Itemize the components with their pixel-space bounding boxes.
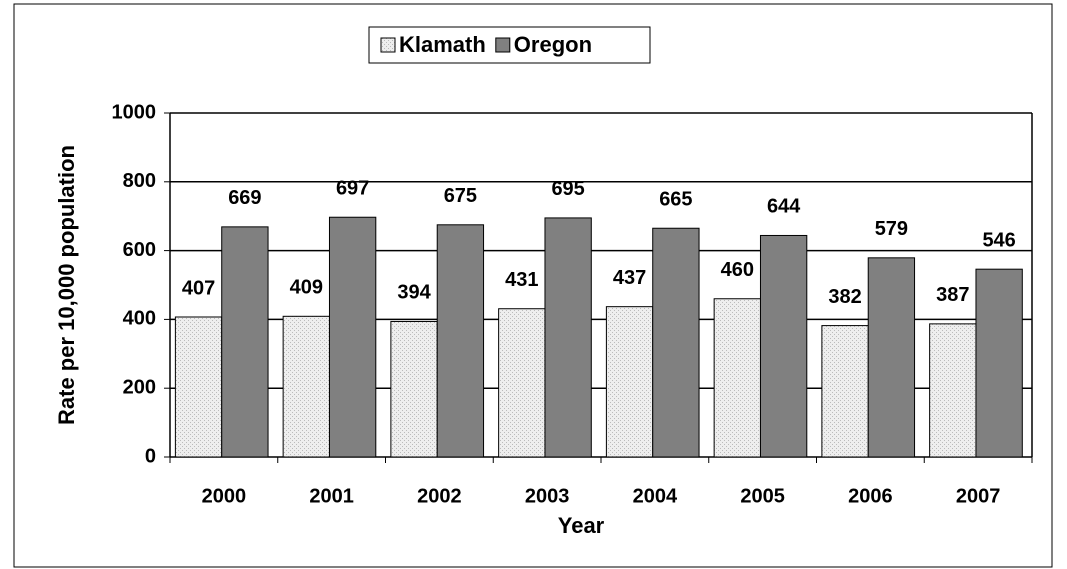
legend-label: Oregon <box>514 32 592 57</box>
bar <box>544 217 592 458</box>
y-tick-label: 1000 <box>112 101 157 123</box>
bar <box>221 226 269 458</box>
data-label: 669 <box>228 187 261 209</box>
y-tick-label: 200 <box>123 376 156 398</box>
data-label: 579 <box>875 218 908 240</box>
y-tick-label: 600 <box>123 239 156 261</box>
legend-swatch <box>380 37 396 53</box>
bar <box>498 308 546 458</box>
bar <box>821 325 869 458</box>
x-tick-label: 2002 <box>417 485 462 507</box>
y-tick-label: 400 <box>123 308 156 330</box>
legend-swatch <box>495 37 511 53</box>
bar <box>759 234 808 458</box>
data-label: 644 <box>767 196 801 218</box>
x-tick-label: 2001 <box>309 485 354 507</box>
data-label: 382 <box>828 286 861 308</box>
data-label: 387 <box>936 284 969 306</box>
legend-label: Klamath <box>399 32 486 57</box>
x-tick-label: 2004 <box>633 485 678 507</box>
x-tick-label: 2006 <box>848 485 893 507</box>
data-label: 431 <box>505 269 538 291</box>
bar <box>282 315 330 458</box>
x-tick-label: 2003 <box>525 485 570 507</box>
data-label: 695 <box>551 178 584 200</box>
data-label: 394 <box>397 282 431 304</box>
bar <box>436 224 485 458</box>
y-axis-title: Rate per 10,000 population <box>54 145 79 425</box>
data-label: 675 <box>444 185 477 207</box>
bar <box>328 216 377 458</box>
bar <box>713 298 761 458</box>
data-label: 460 <box>721 259 754 281</box>
bar <box>174 316 223 458</box>
x-axis-title: Year <box>558 513 605 538</box>
data-label: 546 <box>982 229 1015 251</box>
data-label: 409 <box>290 277 323 299</box>
data-label: 665 <box>659 189 692 211</box>
bar <box>605 306 654 458</box>
data-label: 407 <box>182 277 215 299</box>
bar <box>390 320 438 458</box>
bar <box>929 323 977 458</box>
x-tick-label: 2000 <box>202 485 247 507</box>
y-tick-label: 0 <box>145 445 156 467</box>
x-tick-label: 2007 <box>956 485 1001 507</box>
x-tick-label: 2005 <box>740 485 785 507</box>
data-label: 697 <box>336 178 369 200</box>
bar <box>867 257 916 458</box>
bar <box>975 268 1023 458</box>
bar <box>652 227 700 458</box>
y-tick-label: 800 <box>123 170 156 192</box>
data-label: 437 <box>613 267 646 289</box>
